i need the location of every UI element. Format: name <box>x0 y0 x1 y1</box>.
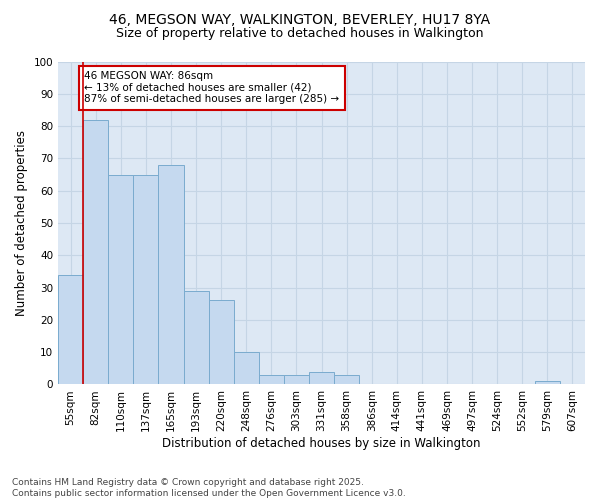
Bar <box>184 291 209 384</box>
Bar <box>133 174 158 384</box>
Bar <box>309 372 334 384</box>
Text: 46, MEGSON WAY, WALKINGTON, BEVERLEY, HU17 8YA: 46, MEGSON WAY, WALKINGTON, BEVERLEY, HU… <box>109 12 491 26</box>
Bar <box>233 352 259 384</box>
Text: 46 MEGSON WAY: 86sqm
← 13% of detached houses are smaller (42)
87% of semi-detac: 46 MEGSON WAY: 86sqm ← 13% of detached h… <box>85 71 340 104</box>
Text: Contains HM Land Registry data © Crown copyright and database right 2025.
Contai: Contains HM Land Registry data © Crown c… <box>12 478 406 498</box>
Y-axis label: Number of detached properties: Number of detached properties <box>15 130 28 316</box>
X-axis label: Distribution of detached houses by size in Walkington: Distribution of detached houses by size … <box>162 437 481 450</box>
Bar <box>535 381 560 384</box>
Bar <box>108 174 133 384</box>
Bar <box>58 274 83 384</box>
Bar <box>158 165 184 384</box>
Bar <box>259 375 284 384</box>
Text: Size of property relative to detached houses in Walkington: Size of property relative to detached ho… <box>116 28 484 40</box>
Bar <box>209 300 233 384</box>
Bar <box>284 375 309 384</box>
Bar <box>334 375 359 384</box>
Bar <box>83 120 108 384</box>
